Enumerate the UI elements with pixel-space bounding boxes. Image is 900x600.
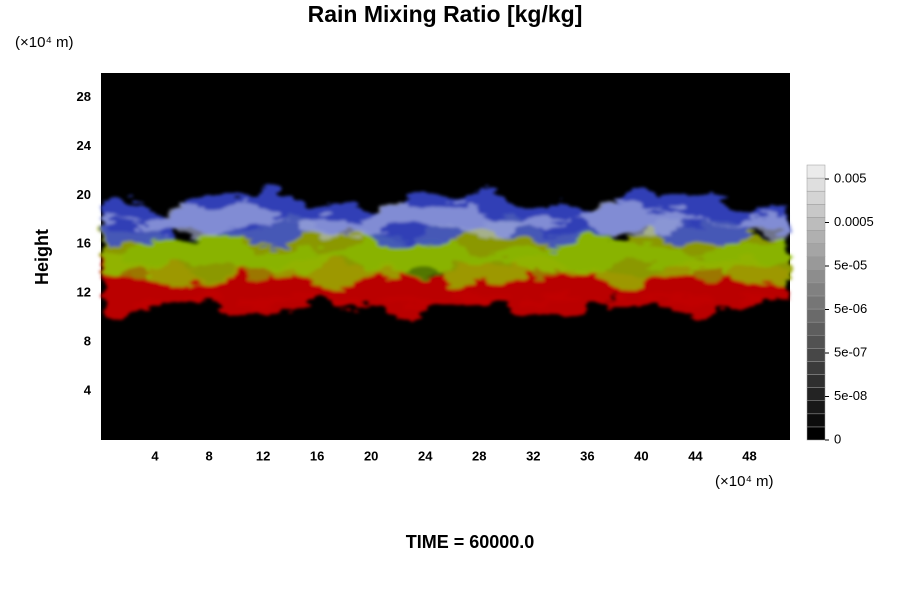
colorbar-step	[806, 230, 826, 244]
x-tick-label: 32	[526, 448, 540, 463]
y-tick-label: 12	[77, 285, 91, 300]
field	[101, 187, 790, 320]
colorbar-step	[806, 400, 826, 415]
colorbar-step	[806, 334, 826, 349]
y-tick-label: 24	[77, 138, 92, 153]
field-blob	[185, 294, 225, 303]
colorbar-step	[806, 190, 826, 205]
x-tick-label: 12	[256, 448, 270, 463]
chart-title: Rain Mixing Ratio [kg/kg]	[308, 1, 583, 27]
field-blob	[136, 298, 164, 307]
x-tick-label: 36	[580, 448, 594, 463]
time-label: TIME = 60000.0	[406, 532, 535, 552]
colorbar-step	[806, 348, 826, 362]
field-blob	[642, 294, 706, 303]
y-unit: (×10⁴ m)	[15, 34, 74, 51]
colorbar-step	[806, 308, 826, 323]
field-band	[101, 230, 790, 281]
x-tick-label: 20	[364, 448, 378, 463]
colorbar-step	[806, 295, 826, 310]
colorbar-step	[806, 361, 826, 375]
field-blob	[329, 298, 357, 307]
field-blob	[522, 298, 550, 307]
field-band	[101, 199, 790, 242]
colorbar: 0 5e-08 5e-07 5e-06 5e-05 0.0005 0.005	[806, 164, 874, 446]
x-tick-label: 28	[472, 448, 486, 463]
field-blob	[737, 294, 777, 303]
colorbar-step	[806, 387, 826, 401]
colorbar-step	[806, 204, 826, 218]
x-tick-label: 4	[151, 448, 159, 463]
colorbar-step	[806, 374, 826, 388]
x-tick-label: 8	[205, 448, 212, 463]
colorbar-step	[806, 282, 826, 297]
colorbar-step	[806, 269, 826, 284]
y-tick-label: 16	[77, 236, 91, 251]
colorbar-step	[806, 164, 826, 179]
y-tick-label: 20	[77, 187, 91, 202]
colorbar-step	[806, 321, 826, 336]
y-tick-label: 28	[77, 89, 91, 104]
field-blob	[449, 294, 513, 303]
colorbar-step	[806, 177, 826, 192]
colorbar-label: 0.005	[834, 170, 867, 185]
colorbar-label: 0.0005	[834, 214, 874, 229]
x-unit: (×10⁴ m)	[715, 473, 774, 490]
colorbar-label: 0	[834, 431, 841, 446]
y-tick-label: 4	[84, 383, 92, 398]
field-blob	[378, 294, 418, 303]
colorbar-label: 5e-07	[834, 344, 867, 359]
colorbar-step	[806, 256, 826, 271]
field-blob	[593, 298, 645, 307]
field-blob	[256, 294, 320, 303]
x-tick-label: 48	[742, 448, 756, 463]
x-tick-label: 40	[634, 448, 648, 463]
x-tick-label: 44	[688, 448, 703, 463]
y-tick-label: 8	[84, 334, 91, 349]
x-tick-label: 16	[310, 448, 324, 463]
colorbar-label: 5e-06	[834, 301, 867, 316]
colorbar-step	[806, 413, 826, 428]
colorbar-step	[806, 426, 826, 441]
colorbar-label: 5e-05	[834, 257, 867, 272]
colorbar-step	[806, 217, 826, 231]
field-blob	[400, 298, 452, 307]
x-tick-label: 24	[418, 448, 433, 463]
colorbar-label: 5e-08	[834, 388, 867, 403]
y-axis-label: Height	[32, 229, 52, 285]
field-blob	[688, 298, 716, 307]
field-blob	[544, 294, 584, 303]
colorbar-step	[806, 243, 826, 257]
